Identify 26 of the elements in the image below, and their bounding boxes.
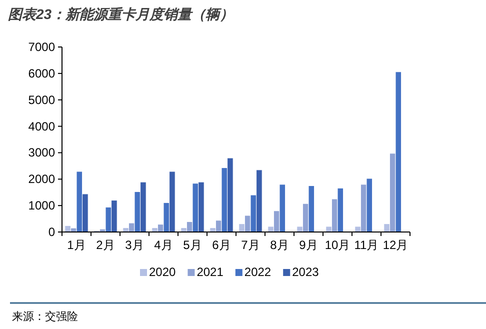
x-tick-label: 12月 xyxy=(382,238,408,252)
x-tick-label: 2月 xyxy=(96,238,115,252)
y-tick-label: 6000 xyxy=(28,66,56,80)
legend-label: 2023 xyxy=(292,265,320,279)
x-tick-label: 1月 xyxy=(67,238,86,252)
x-tick-label: 8月 xyxy=(270,238,289,252)
source-note: 来源：交强险 xyxy=(12,310,78,323)
y-tick-label: 1000 xyxy=(28,198,56,213)
x-tick-label: 10月 xyxy=(324,238,350,252)
x-tick-label: 3月 xyxy=(125,238,144,252)
legend-label: 2022 xyxy=(244,265,272,279)
legend-label: 2020 xyxy=(149,265,176,279)
x-tick-label: 9月 xyxy=(299,238,318,252)
x-tick-label: 5月 xyxy=(183,238,202,252)
y-tick-label: 4000 xyxy=(28,119,56,134)
y-tick-label: 2000 xyxy=(28,172,56,186)
y-tick-label: 5000 xyxy=(28,92,56,107)
x-tick-label: 6月 xyxy=(212,238,231,252)
legend-label: 2021 xyxy=(196,265,224,279)
y-tick-label: 3000 xyxy=(28,146,56,160)
x-tick-label: 11月 xyxy=(354,238,379,252)
x-tick-label: 4月 xyxy=(154,238,173,252)
y-tick-label: 7000 xyxy=(28,40,56,54)
y-tick-label: 0 xyxy=(48,225,56,239)
x-tick-label: 7月 xyxy=(241,238,260,252)
chart-title: 图表23：新能源重卡月度销量（辆） xyxy=(8,6,234,22)
